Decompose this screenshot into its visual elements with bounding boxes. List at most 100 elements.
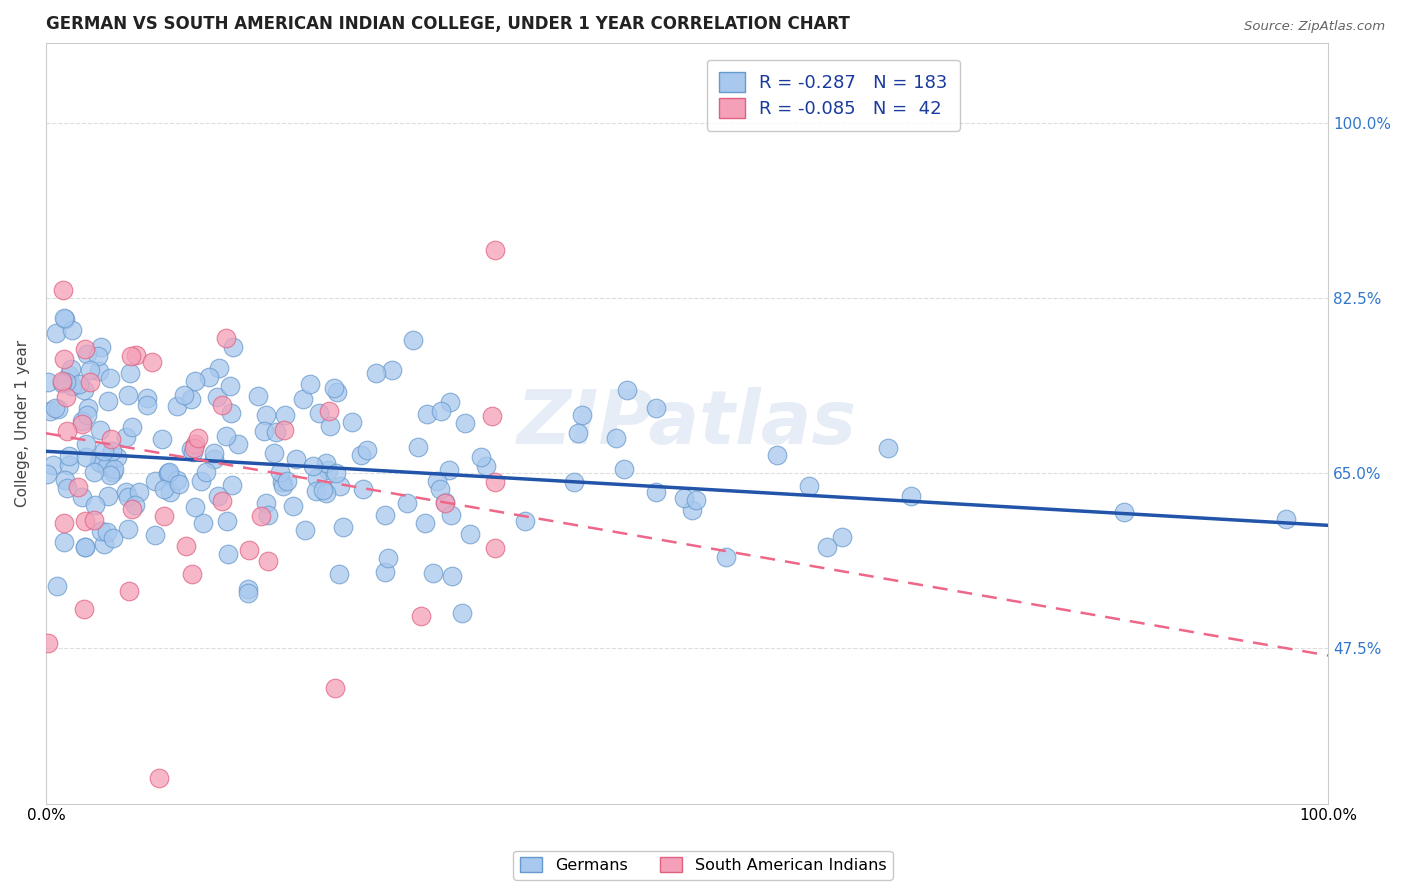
Point: [815, 541, 838, 555]
Point: [166, 399, 188, 413]
Point: [124, 499, 146, 513]
Point: [325, 681, 347, 695]
Point: [79, 363, 101, 377]
Point: [877, 441, 900, 455]
Point: [257, 508, 280, 522]
Point: [117, 490, 139, 504]
Point: [1112, 504, 1135, 518]
Point: [316, 463, 339, 477]
Point: [437, 462, 460, 476]
Point: [340, 415, 363, 429]
Point: [193, 516, 215, 530]
Point: [183, 374, 205, 388]
Point: [121, 501, 143, 516]
Point: [52, 351, 75, 366]
Point: [128, 485, 150, 500]
Point: [73, 540, 96, 554]
Point: [332, 519, 354, 533]
Text: ZIPatlas: ZIPatlas: [517, 387, 858, 459]
Point: [283, 499, 305, 513]
Point: [100, 432, 122, 446]
Point: [56, 481, 79, 495]
Point: [67, 480, 90, 494]
Point: [374, 565, 396, 579]
Point: [374, 508, 396, 523]
Point: [159, 485, 181, 500]
Point: [422, 566, 444, 580]
Point: [250, 509, 273, 524]
Point: [515, 514, 537, 528]
Point: [96, 525, 118, 540]
Point: [83, 513, 105, 527]
Point: [90, 456, 112, 470]
Point: [70, 490, 93, 504]
Point: [181, 566, 204, 581]
Point: [366, 366, 388, 380]
Point: [305, 471, 328, 485]
Point: [211, 494, 233, 508]
Point: [450, 606, 472, 620]
Point: [616, 384, 638, 398]
Point: [180, 442, 202, 457]
Point: [440, 508, 463, 522]
Point: [426, 474, 449, 488]
Point: [257, 554, 280, 568]
Point: [202, 445, 225, 459]
Point: [328, 566, 350, 581]
Point: [276, 475, 298, 489]
Point: [89, 423, 111, 437]
Point: [187, 431, 209, 445]
Point: [395, 495, 418, 509]
Point: [263, 446, 285, 460]
Point: [53, 312, 76, 326]
Point: [77, 401, 100, 416]
Point: [430, 403, 453, 417]
Point: [103, 462, 125, 476]
Point: [98, 468, 121, 483]
Point: [143, 474, 166, 488]
Point: [75, 342, 97, 356]
Point: [60, 362, 83, 376]
Point: [198, 370, 221, 384]
Point: [797, 478, 820, 492]
Point: [685, 493, 707, 508]
Point: [53, 535, 76, 549]
Point: [83, 465, 105, 479]
Point: [73, 384, 96, 398]
Point: [56, 425, 79, 439]
Legend: Germans, South American Indians: Germans, South American Indians: [513, 851, 893, 880]
Point: [51, 374, 73, 388]
Point: [236, 582, 259, 597]
Point: [211, 398, 233, 412]
Point: [207, 361, 229, 376]
Point: [215, 428, 238, 442]
Point: [190, 475, 212, 489]
Point: [73, 540, 96, 554]
Point: [299, 376, 322, 391]
Point: [67, 376, 90, 391]
Point: [441, 569, 464, 583]
Point: [292, 392, 315, 407]
Point: [58, 450, 80, 464]
Point: [567, 425, 589, 440]
Point: [274, 409, 297, 423]
Point: [207, 390, 229, 404]
Point: [219, 379, 242, 393]
Point: [46, 579, 69, 593]
Point: [484, 243, 506, 257]
Point: [117, 522, 139, 536]
Point: [238, 543, 260, 558]
Point: [150, 432, 173, 446]
Point: [1275, 512, 1298, 526]
Point: [217, 547, 239, 561]
Point: [323, 381, 346, 395]
Point: [681, 502, 703, 516]
Point: [184, 500, 207, 515]
Text: GERMAN VS SOUTH AMERICAN INDIAN COLLEGE, UNDER 1 YEAR CORRELATION CHART: GERMAN VS SOUTH AMERICAN INDIAN COLLEGE,…: [46, 15, 849, 33]
Point: [207, 489, 229, 503]
Point: [439, 394, 461, 409]
Point: [305, 483, 328, 498]
Point: [53, 516, 76, 530]
Point: [169, 477, 191, 491]
Point: [70, 414, 93, 428]
